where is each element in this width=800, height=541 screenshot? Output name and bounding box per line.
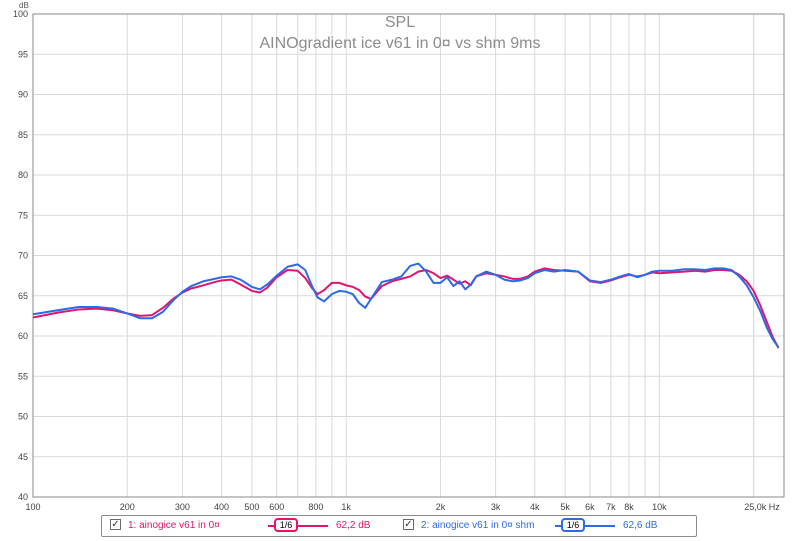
y-tick-label: 100 [13,9,28,19]
legend-label-2: 2: ainogice v61 in 0¤ shm [421,520,535,531]
x-tick-label: 4k [530,502,540,512]
x-tick-label: 5k [560,502,570,512]
x-tick-label: 7k [606,502,616,512]
x-tick-label: 2k [436,502,446,512]
y-tick-label: 80 [18,170,28,180]
y-tick-label: 95 [18,49,28,59]
y-tick-label: 45 [18,452,28,462]
y-tick-label: 40 [18,492,28,502]
x-tick-label: 300 [175,502,190,512]
x-axis-ticks: 100 200 300 400 500 600 800 1k 2k 3k 4k 5k 6k 7k 8k 10k… [25,502,780,512]
plot-frame [32,13,785,498]
y-tick-label: 60 [18,331,28,341]
legend-label-1: 1: ainogice v61 in 0¤ [128,520,220,531]
y-tick-label: 90 [18,90,28,100]
legend-checkbox-2[interactable]: ✓ [403,519,414,530]
x-tick-label: 100 [25,502,40,512]
series-line-2 [32,262,780,348]
legend-smoothing-1[interactable]: 1/6 [274,518,298,532]
y-tick-label: 55 [18,371,28,381]
series-layer [32,262,780,349]
legend-line-1 [268,525,328,527]
legend-checkbox-1[interactable]: ✓ [110,519,121,530]
chart-grid [33,13,784,498]
x-tick-label: 8k [624,502,634,512]
y-tick-label: 85 [18,130,28,140]
series-line-1 [32,267,780,349]
chart-subtitle: AINOgradient ice v61 in 0¤ vs shm 9ms [259,35,540,52]
y-tick-label: 75 [18,210,28,220]
legend: ✓ 1: ainogice v61 in 0¤ 1/6 62,2 dB ✓ 2:… [101,515,697,537]
y-tick-label: 70 [18,251,28,261]
x-tick-label: 200 [120,502,135,512]
x-tick-label: 25,0k Hz [744,502,780,512]
x-tick-label: 1k [341,502,351,512]
y-tick-label: 65 [18,291,28,301]
legend-level-2: 62,6 dB [623,520,658,531]
chart-title: SPL [385,14,415,31]
y-tick-label: 50 [18,412,28,422]
x-tick-label: 6k [585,502,595,512]
x-tick-label: 3k [491,502,501,512]
x-tick-label: 10k [652,502,667,512]
y-axis-label: dB [19,1,29,10]
x-tick-label: 600 [269,502,284,512]
legend-smoothing-2[interactable]: 1/6 [561,518,585,532]
legend-level-1: 62,2 dB [336,520,371,531]
legend-line-2 [555,525,615,527]
x-tick-label: 400 [214,502,229,512]
y-axis-ticks: 40 45 50 55 60 65 70 75 80 85 90 95 100 [13,9,28,502]
x-tick-label: 800 [308,502,323,512]
x-tick-label: 500 [244,502,259,512]
